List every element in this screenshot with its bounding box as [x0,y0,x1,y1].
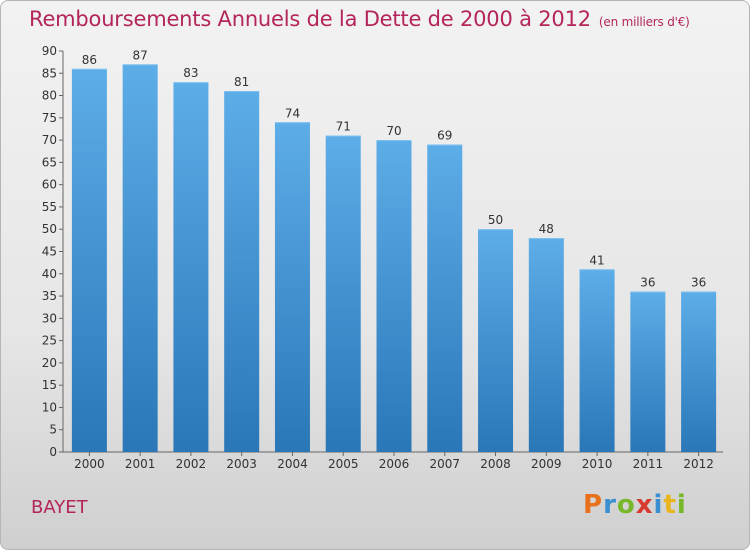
y-tick-label: 85 [42,66,57,80]
x-tick-label: 2001 [125,457,156,471]
chart-title-text: Remboursements Annuels de la Dette de 20… [29,7,591,31]
x-tick-label: 2004 [277,457,308,471]
x-tick-label: 2010 [582,457,613,471]
bar-value-label: 81 [234,75,249,89]
y-tick-label: 10 [42,400,57,414]
x-tick-label: 2008 [480,457,511,471]
y-tick-label: 80 [42,89,57,103]
bar [579,269,615,452]
bar [427,144,463,453]
x-tick-label: 2011 [633,457,664,471]
logo-letter: P [583,490,604,520]
x-tick-label: 2012 [683,457,714,471]
bar [325,135,361,452]
y-tick-label: 50 [42,222,57,236]
bar [630,291,666,452]
bar [173,82,209,452]
bar-value-label: 50 [488,213,503,227]
y-tick-label: 45 [42,245,57,259]
bars: 86 87 83 81 74 71 70 69 50 48 41 36 36 [71,48,717,453]
y-tick-label: 25 [42,334,57,348]
bar [122,64,158,452]
x-tick-label: 2006 [379,457,410,471]
logo-letter: i [676,490,687,520]
logo-letter: x [635,490,654,520]
bar [528,238,564,452]
y-tick-label: 90 [42,44,57,58]
bar [478,229,514,452]
y-tick-label: 5 [49,423,57,437]
x-tick-label: 2005 [328,457,359,471]
x-tick-label: 2000 [74,457,105,471]
y-tick-label: 15 [42,378,57,392]
y-tick-label: 30 [42,311,57,325]
x-tick-label: 2002 [176,457,207,471]
bar [376,140,412,452]
x-tick-label: 2007 [429,457,460,471]
bar-value-label: 48 [539,222,554,236]
y-tick-label: 75 [42,111,57,125]
city-name: BAYET [31,497,88,518]
logo-letter: r [603,490,617,520]
x-tick-label: 2003 [226,457,257,471]
y-tick-label: 35 [42,289,57,303]
y-tick-label: 70 [42,133,57,147]
axes: 0 5 10 15 20 25 30 35 40 45 50 55 60 65 70 75 80 85 90 2000… [42,44,723,471]
y-tick-label: 65 [42,155,57,169]
y-tick-label: 40 [42,267,57,281]
bar [224,91,260,452]
bar-value-label: 36 [640,276,655,290]
logo-letter: o [616,490,636,520]
bar-value-label: 69 [437,129,452,143]
proxiti-logo: Proxiti [583,490,687,520]
y-tick-label: 20 [42,356,57,370]
bar [274,122,310,453]
bar-value-label: 41 [589,253,604,267]
bar [681,291,717,452]
bar [71,68,107,453]
x-tick-label: 2009 [531,457,562,471]
y-tick-label: 55 [42,200,57,214]
bar-value-label: 86 [82,53,97,67]
logo-letter: t [663,490,677,520]
bar-value-label: 74 [285,106,300,120]
y-tick-label: 0 [49,445,57,459]
y-tick-label: 60 [42,178,57,192]
chart-title: Remboursements Annuels de la Dette de 20… [29,7,690,31]
bar-value-label: 70 [386,124,401,138]
bar-value-label: 83 [183,66,198,80]
bar-value-label: 71 [336,120,351,134]
chart-subtitle: (en milliers d'€) [598,15,690,29]
bar-value-label: 87 [133,48,148,62]
logo-letter: i [653,490,664,520]
bar-value-label: 36 [691,276,706,290]
